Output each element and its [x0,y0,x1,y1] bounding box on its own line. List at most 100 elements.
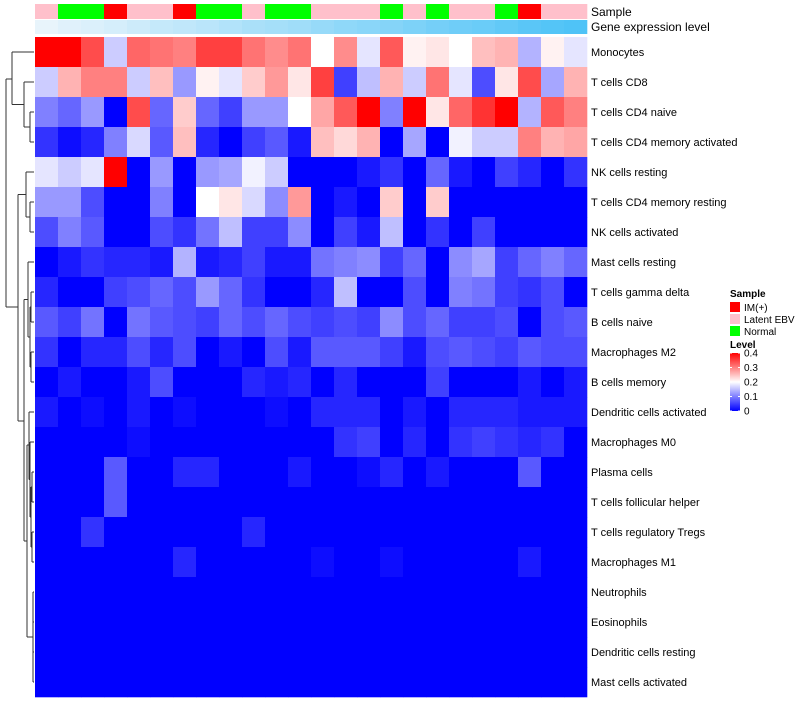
heatmap-cell [380,457,404,488]
heatmap-cell [426,277,450,308]
row-label: T cells follicular helper [591,497,700,509]
heatmap-cell [495,637,519,668]
heatmap-cell [403,97,427,128]
heatmap-cell [219,37,243,68]
heatmap-cell [426,547,450,578]
row-label: T cells gamma delta [591,287,690,299]
heatmap-cell [541,577,565,608]
heatmap-cell [449,427,473,458]
heatmap-cell [518,157,542,188]
gene-expression-annotation-cell [334,20,358,34]
gene-expression-annotation-cell [242,20,266,34]
heatmap-cell [403,667,427,698]
heatmap-cell [265,367,289,398]
heatmap-cell [518,637,542,668]
heatmap-cell [196,127,220,158]
heatmap-cell [219,577,243,608]
heatmap-cell [288,637,312,668]
heatmap-cell [150,547,174,578]
heatmap-cell [173,577,197,608]
heatmap-cell [219,547,243,578]
heatmap-cell [495,457,519,488]
row-labels: Monocytes T cells CD8 T cells CD4 naive T c… [591,47,738,689]
heatmap-cell [127,157,151,188]
heatmap-cell [81,187,105,218]
heatmap-cell [403,157,427,188]
heatmap-cell [495,67,519,98]
heatmap-cell [449,187,473,218]
heatmap-cell [219,667,243,698]
heatmap-cell [219,247,243,278]
heatmap-cell [495,217,519,248]
heatmap-cell [150,157,174,188]
heatmap-cell [403,607,427,638]
heatmap-cell [127,37,151,68]
heatmap-cell [265,217,289,248]
heatmap-cell [242,547,266,578]
heatmap-cell [219,457,243,488]
heatmap-cell [35,217,59,248]
heatmap-cell [58,667,82,698]
heatmap-cell [426,667,450,698]
heatmap-cell [426,367,450,398]
heatmap-cell [311,517,335,548]
heatmap-cell [426,457,450,488]
heatmap-cell [311,307,335,338]
gene-expression-annotation-cell [173,20,197,34]
heatmap-cell [173,637,197,668]
heatmap-cell [81,457,105,488]
heatmap-cell [403,427,427,458]
heatmap-cell [564,337,588,368]
heatmap-cell [81,337,105,368]
heatmap-cell [173,37,197,68]
heatmap-cell [380,277,404,308]
heatmap-cell [288,127,312,158]
heatmap-cell [357,667,381,698]
heatmap-cell [472,547,496,578]
heatmap-cell [127,67,151,98]
heatmap-cell [541,667,565,698]
heatmap-cell [58,367,82,398]
heatmap-cell [150,577,174,608]
heatmap-cell [265,637,289,668]
heatmap-cell [311,577,335,608]
sample-annotation-cell [58,4,82,19]
gene-expression-annotation-cell [219,20,243,34]
heatmap-cell [58,217,82,248]
heatmap-cell [495,157,519,188]
heatmap-cell [426,247,450,278]
heatmap-cell [380,247,404,278]
gene-expression-annotation-cell [380,20,404,34]
heatmap-cell [104,397,128,428]
gene-expression-annotation-cell [288,20,312,34]
heatmap-cell [81,427,105,458]
heatmap-cell [426,487,450,518]
heatmap-cell [541,487,565,518]
heatmap-cell [242,667,266,698]
heatmap-cell [541,547,565,578]
heatmap-cell [426,157,450,188]
sample-annotation-cell [403,4,427,19]
heatmap-cell [357,307,381,338]
heatmap-cell [288,487,312,518]
heatmap-cell [58,517,82,548]
heatmap-cell [196,667,220,698]
heatmap-cell [518,67,542,98]
heatmap-cell [311,277,335,308]
heatmap-cell [380,427,404,458]
heatmap-cell [380,397,404,428]
heatmap-cell [265,457,289,488]
heatmap-cell [219,607,243,638]
heatmap-cell [495,277,519,308]
heatmap-cell [35,577,59,608]
heatmap-cell [380,37,404,68]
heatmap-cell [127,607,151,638]
heatmap-cell [265,667,289,698]
row-label: T cells CD4 memory resting [591,197,727,209]
heatmap-cell [311,667,335,698]
heatmap-cell [449,37,473,68]
heatmap-cell [219,397,243,428]
heatmap-cell [564,397,588,428]
heatmap-cell [472,337,496,368]
heatmap-cell [288,577,312,608]
